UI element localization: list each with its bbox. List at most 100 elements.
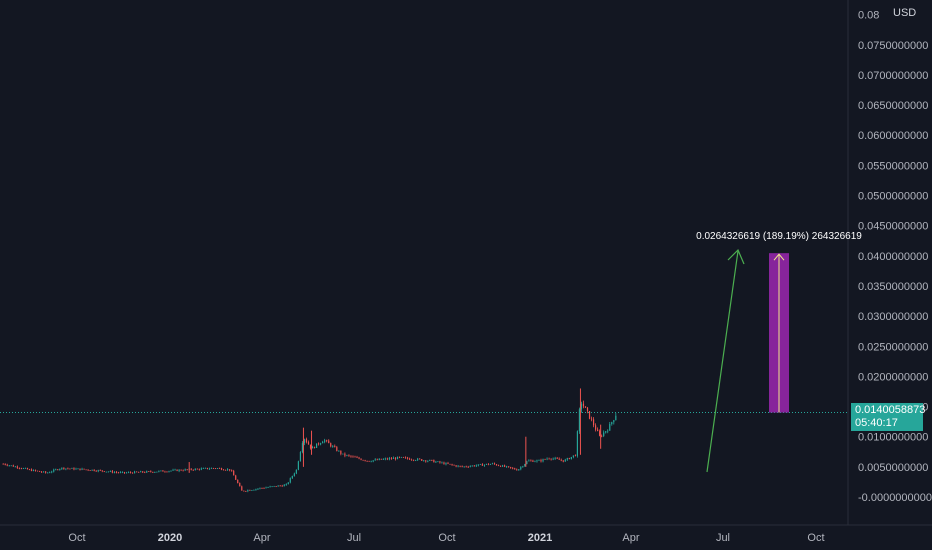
price-tick-label: 0.0250000000 (858, 341, 928, 353)
candle-body (265, 487, 267, 489)
candle-body (584, 406, 587, 408)
time-tick-label: Apr (622, 532, 639, 544)
candle-body (376, 459, 378, 461)
candle-body (548, 458, 550, 460)
candle-body (516, 469, 518, 471)
candle-body (275, 485, 277, 487)
candle-body (269, 486, 271, 488)
candle-body (350, 455, 352, 457)
candle-body (241, 486, 243, 491)
candle-body (214, 468, 217, 470)
candle-body (57, 469, 59, 471)
candle-body (301, 443, 304, 453)
candle-body (251, 490, 253, 491)
candle-body (160, 470, 162, 472)
candle-body (109, 470, 111, 472)
candle-body (417, 458, 419, 461)
last-price-value: 0.0140058873 (855, 404, 926, 416)
candle-body (445, 462, 447, 465)
candle-body (99, 470, 101, 471)
candle-body (392, 457, 395, 459)
candle-body (156, 471, 158, 473)
candle-body (443, 462, 445, 465)
time-tick-label: Jul (716, 532, 730, 544)
candle-body (568, 458, 570, 460)
candle-body (158, 470, 160, 472)
candle-body (354, 456, 356, 458)
candle-body (63, 467, 65, 470)
candle-body (520, 467, 522, 470)
candle-body (461, 466, 463, 468)
candle-body (184, 469, 186, 471)
candle-body (103, 471, 105, 472)
candle-body (71, 468, 73, 469)
candle-body (283, 484, 285, 487)
candle-body (477, 464, 479, 466)
candle-body (297, 461, 299, 470)
candle-body (514, 468, 516, 470)
candle-body (12, 465, 14, 467)
candle-body (186, 469, 188, 471)
candle-body (360, 458, 362, 460)
candle-body (231, 470, 233, 472)
candle-body (144, 472, 146, 474)
arrow-shaft (706, 250, 739, 473)
price-range-measure[interactable]: 0.0264326619 (189.19%) 264326619 (696, 231, 862, 413)
candle-body (320, 443, 322, 445)
candle-body (18, 467, 20, 469)
candle-body (404, 457, 407, 459)
measure-arrowhead-icon (773, 253, 785, 261)
candle-body (328, 440, 330, 444)
candle-body (315, 443, 318, 448)
candle-body (164, 471, 166, 473)
candle-body (439, 461, 441, 463)
candle-body (101, 470, 103, 472)
candle-body (305, 439, 308, 443)
candle-body (107, 471, 109, 473)
candle-body (253, 489, 255, 491)
candle-body (142, 471, 144, 473)
projection-arrow[interactable] (706, 248, 745, 473)
candle-body (208, 468, 211, 470)
candle-body (69, 468, 71, 470)
candle-body (423, 460, 425, 462)
candle-body (198, 468, 200, 470)
candle-body (386, 458, 388, 460)
time-axis[interactable]: Oct 2020 Apr Jul Oct 2021 Apr Jul Oct (68, 532, 824, 544)
candle-body (168, 471, 170, 472)
candle-body (526, 461, 528, 465)
candle-body (30, 469, 33, 471)
candle-body (4, 463, 6, 465)
candle-body (406, 457, 409, 459)
candle-body (601, 435, 603, 437)
candle-body (180, 469, 182, 471)
currency-label[interactable]: USD (890, 6, 920, 20)
candle-body (271, 486, 273, 488)
candles-layer (2, 388, 617, 493)
candle-body (216, 468, 219, 469)
measure-label: 0.0264326619 (189.19%) 264326619 (696, 231, 862, 242)
candle-body (613, 420, 615, 423)
candle-body (334, 446, 336, 448)
candle-body (562, 460, 564, 462)
candle-body (93, 469, 95, 471)
candle-body (483, 464, 485, 466)
candle-body (150, 471, 152, 473)
candle-body (380, 458, 382, 460)
candle-body (279, 485, 281, 487)
candle-body (560, 459, 562, 461)
candle-body (566, 458, 568, 460)
candle-body (603, 432, 605, 437)
candle-body (578, 409, 581, 432)
candle-body (352, 456, 354, 458)
candle-body (475, 465, 477, 467)
candle-body (435, 461, 437, 463)
candle-body (364, 460, 366, 461)
price-axis[interactable]: -0.0000000000 0.0050000000 0.0100000000 0.0… (858, 10, 932, 504)
bar-countdown: 05:40:17 (855, 417, 898, 429)
candle-body (522, 466, 524, 468)
candle-body (170, 470, 172, 472)
candle-body (111, 470, 113, 473)
